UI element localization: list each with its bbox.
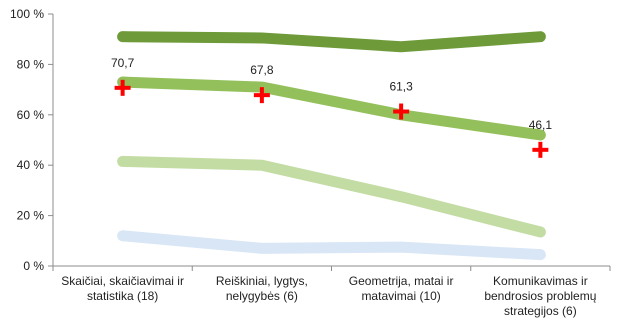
y-tick-label: 80 %	[17, 57, 45, 71]
data-label: 67,8	[250, 63, 274, 77]
x-tick-label-line: statistika (18)	[87, 289, 158, 303]
y-tick-label: 0 %	[23, 259, 44, 273]
data-label: 70,7	[111, 56, 135, 70]
x-tick-label-line: Reiškiniai, lygtys,	[216, 274, 308, 288]
x-tick-label-line: matavimai (10)	[361, 289, 440, 303]
x-tick-label-line: Komunikavimas ir	[493, 274, 588, 288]
series-line-1	[117, 31, 546, 53]
x-tick-label-line: Geometrija, matai ir	[349, 274, 454, 288]
y-tick-label: 100 %	[10, 7, 44, 21]
data-marker	[532, 141, 549, 158]
y-tick-label: 60 %	[17, 108, 45, 122]
y-tick-label: 20 %	[17, 209, 45, 223]
data-marker	[253, 87, 270, 104]
x-tick-label-line: strategijos (6)	[504, 304, 577, 318]
x-tick-label: Reiškiniai, lygtys, nelygybės (6)	[216, 274, 308, 303]
series-layer	[117, 31, 546, 261]
x-tick-label: Komunikavimas ir bendrosios problemų strat…	[484, 274, 596, 318]
label-layer: Skaičiai, skaičiavimai ir statistika (18)…	[61, 56, 596, 318]
x-tick-label: Geometrija, matai ir matavimai (10)	[349, 274, 454, 303]
y-tick-label: 40 %	[17, 158, 45, 172]
series-line-2	[117, 76, 546, 141]
data-marker	[393, 103, 410, 120]
x-tick-label: Skaičiai, skaičiavimai ir statistika (18)	[61, 274, 184, 303]
x-tick-label-line: Skaičiai, skaičiavimai ir	[61, 274, 184, 288]
data-marker	[114, 79, 131, 96]
x-tick-label-line: bendrosios problemų	[484, 289, 596, 303]
chart-axes: 0 % 20 % 40 % 60 % 80 % 100 %	[10, 7, 611, 273]
marker-layer	[114, 79, 549, 158]
series-line-3	[117, 155, 546, 238]
x-tick-label-line: nelygybės (6)	[226, 289, 298, 303]
data-label: 46,1	[529, 118, 553, 132]
data-label: 61,3	[389, 80, 413, 94]
series-line-4	[117, 230, 546, 261]
